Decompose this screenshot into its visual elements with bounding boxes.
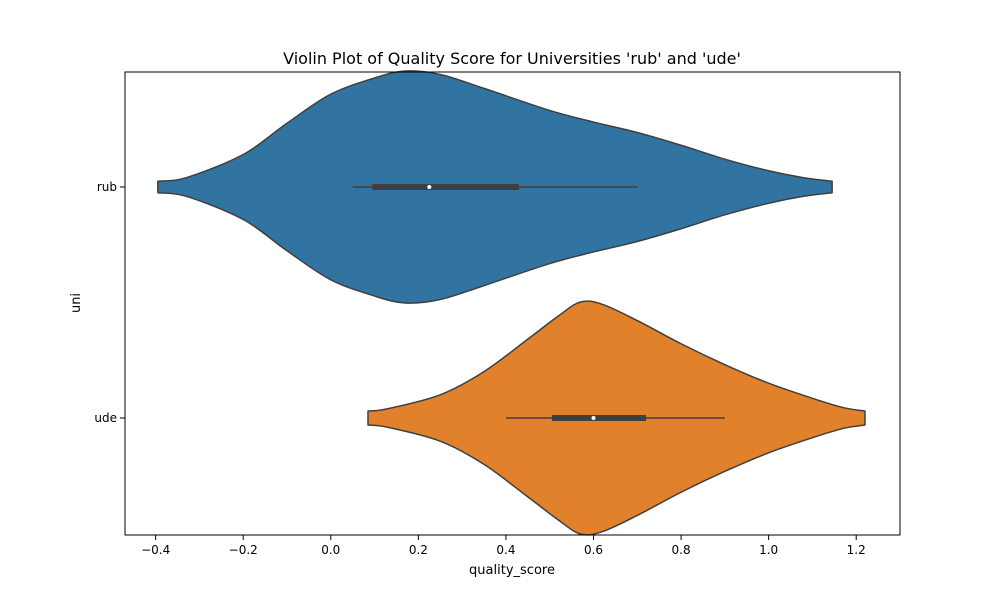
x-tick-label: 1.2 — [847, 543, 866, 557]
x-tick-label: 0.8 — [672, 543, 691, 557]
iqr-box-rub — [372, 184, 520, 190]
x-tick-label: −0.4 — [141, 543, 170, 557]
x-tick-label: 0.6 — [584, 543, 603, 557]
median-point-ude — [591, 416, 596, 420]
x-tick-label: 1.0 — [759, 543, 778, 557]
x-tick-label: 0.2 — [409, 543, 428, 557]
chart-title: Violin Plot of Quality Score for Univers… — [283, 49, 741, 68]
x-axis-label: quality_score — [469, 563, 555, 578]
x-tick-label: −0.2 — [229, 543, 258, 557]
x-tick-label: 0.0 — [321, 543, 340, 557]
x-axis: −0.4 −0.2 0.0 0.2 0.4 0.6 0.8 1.0 1.2 — [141, 535, 866, 557]
iqr-box-ude — [551, 415, 647, 421]
violin-layer — [157, 70, 866, 536]
y-axis-label: uni — [69, 293, 84, 313]
y-tick-label: ude — [94, 411, 117, 425]
plot-frame — [124, 71, 901, 536]
y-axis: rub ude — [94, 180, 125, 425]
median-point-rub — [427, 185, 432, 189]
y-tick-label: rub — [97, 180, 117, 194]
x-tick-label: 0.4 — [496, 543, 515, 557]
